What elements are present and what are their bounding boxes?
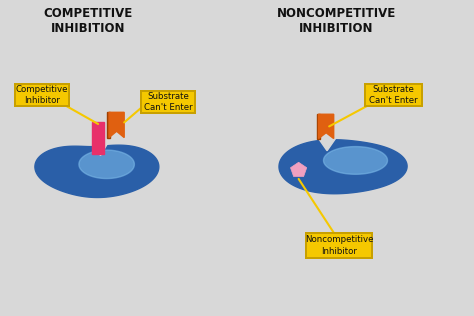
Polygon shape	[319, 114, 334, 138]
Polygon shape	[324, 147, 388, 174]
Text: Substrate
Can't Enter: Substrate Can't Enter	[369, 85, 418, 105]
Text: NONCOMPETITIVE
INHIBITION: NONCOMPETITIVE INHIBITION	[277, 7, 396, 35]
Polygon shape	[79, 150, 135, 179]
Polygon shape	[318, 137, 337, 151]
FancyBboxPatch shape	[305, 232, 373, 259]
Polygon shape	[92, 122, 104, 154]
FancyBboxPatch shape	[140, 90, 196, 114]
Text: Noncompetitive
Inhibitor: Noncompetitive Inhibitor	[305, 235, 373, 256]
Polygon shape	[291, 162, 307, 177]
Text: Substrate
Can't Enter: Substrate Can't Enter	[144, 92, 192, 112]
Polygon shape	[317, 114, 320, 138]
FancyBboxPatch shape	[16, 85, 68, 105]
Polygon shape	[107, 112, 110, 137]
FancyBboxPatch shape	[365, 83, 423, 107]
Polygon shape	[109, 112, 124, 137]
FancyBboxPatch shape	[142, 92, 194, 112]
Polygon shape	[90, 137, 111, 155]
FancyBboxPatch shape	[14, 83, 70, 107]
Polygon shape	[35, 145, 159, 198]
Polygon shape	[279, 140, 407, 194]
FancyBboxPatch shape	[366, 85, 421, 105]
Text: COMPETITIVE
INHIBITION: COMPETITIVE INHIBITION	[43, 7, 132, 35]
Text: Competitive
Inhibitor: Competitive Inhibitor	[16, 85, 68, 105]
FancyBboxPatch shape	[307, 234, 371, 257]
